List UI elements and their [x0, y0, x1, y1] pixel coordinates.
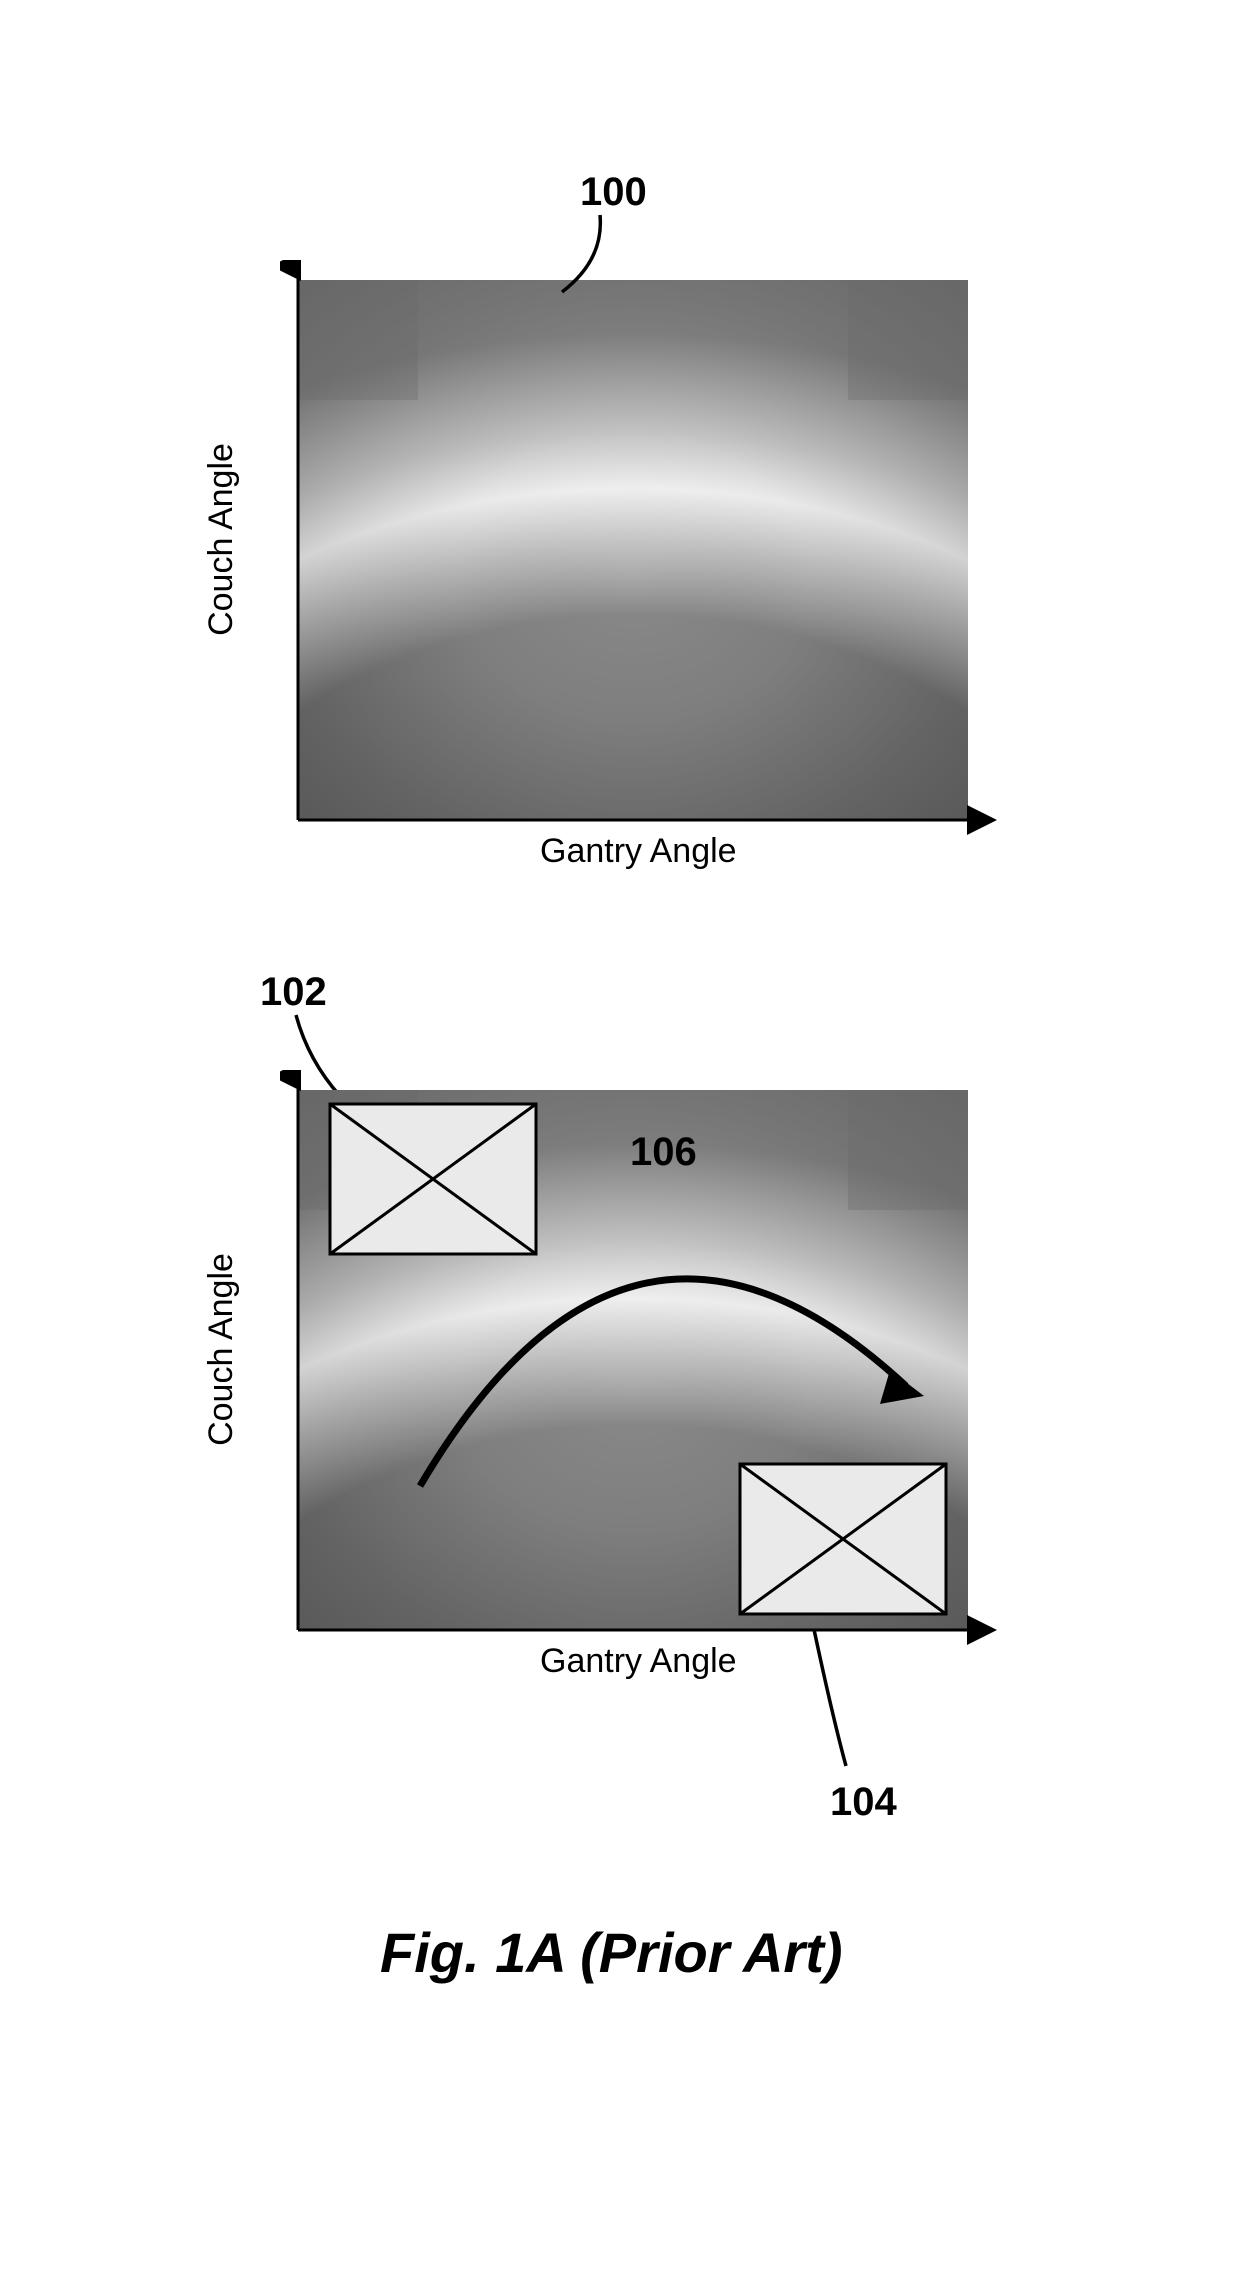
chart-1-svg: [280, 260, 1010, 860]
figure-caption: Fig. 1A (Prior Art): [380, 1920, 843, 1985]
page: Couch Angle Gantry Angle 100: [0, 0, 1240, 2273]
forbidden-box-104: [740, 1464, 946, 1614]
chart-1-xlabel: Gantry Angle: [540, 832, 737, 871]
ref-label-104: 104: [830, 1780, 897, 1825]
chart-2-xlabel: Gantry Angle: [540, 1642, 737, 1681]
chart-1-plot-area: [298, 280, 968, 820]
ref-label-106: 106: [630, 1130, 697, 1175]
chart-1: Couch Angle Gantry Angle: [280, 260, 1010, 860]
forbidden-box-102: [330, 1104, 536, 1254]
chart-1-ylabel: Couch Angle: [202, 443, 241, 636]
ref-label-102: 102: [260, 970, 327, 1015]
chart-2-ylabel: Couch Angle: [202, 1253, 241, 1446]
ref-label-100: 100: [580, 170, 647, 215]
